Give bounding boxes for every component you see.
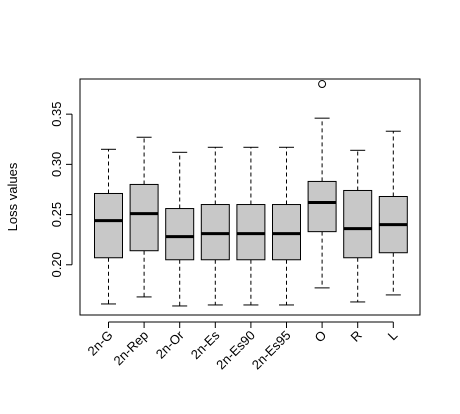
boxes xyxy=(94,80,408,307)
box-2n-G xyxy=(94,148,123,305)
y-axis-title: Loss values xyxy=(5,162,20,231)
y-tick-label: 0.35 xyxy=(49,101,64,126)
iqr-box xyxy=(236,204,266,261)
x-tick-label: R xyxy=(348,328,365,345)
x-tick-label: 2n-Es95 xyxy=(249,328,294,373)
x-tick-label: 2n-Rep xyxy=(110,328,151,369)
x-tick-label: O xyxy=(311,328,329,346)
iqr-box xyxy=(165,208,195,261)
iqr-box xyxy=(129,183,159,252)
x-tick-label: L xyxy=(385,328,401,344)
iqr-box xyxy=(94,192,123,259)
box-2n-Or xyxy=(165,151,195,307)
box-R xyxy=(343,149,373,303)
iqr-box xyxy=(343,189,373,259)
box-2n-Es95 xyxy=(272,146,301,306)
box-2n-Es xyxy=(200,146,230,306)
iqr-box xyxy=(307,180,337,233)
plot-frame xyxy=(79,78,421,316)
y-tick-label: 0.25 xyxy=(49,202,64,227)
box-2n-Es90 xyxy=(236,146,266,306)
iqr-box xyxy=(200,204,230,261)
box-L xyxy=(378,130,408,296)
iqr-box xyxy=(272,204,301,261)
y-axis: 0.20 0.25 0.30 0.35 xyxy=(49,101,73,277)
box-O xyxy=(307,80,337,289)
x-tick-label: 2n-G xyxy=(85,328,116,359)
box-2n-Rep xyxy=(129,136,159,298)
y-tick-label: 0.30 xyxy=(49,152,64,177)
y-tick-label: 0.20 xyxy=(49,252,64,277)
x-tick-label: 2n-Or xyxy=(153,327,188,362)
outlier-point xyxy=(318,80,327,89)
